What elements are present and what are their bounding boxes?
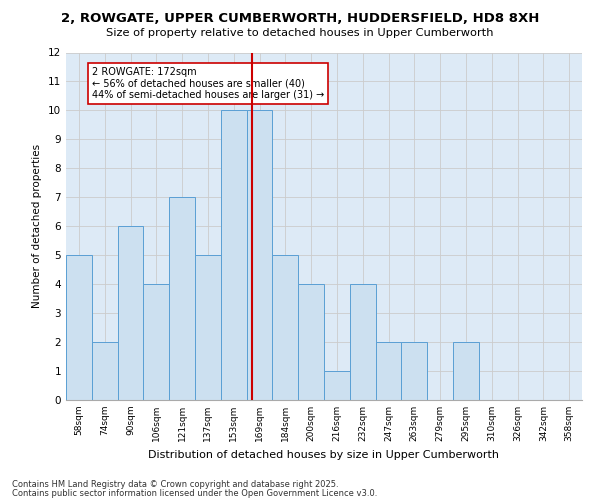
Bar — [272, 255, 298, 400]
Bar — [453, 342, 479, 400]
Bar — [143, 284, 169, 400]
Bar — [401, 342, 427, 400]
Bar — [247, 110, 272, 400]
Y-axis label: Number of detached properties: Number of detached properties — [32, 144, 43, 308]
Bar — [195, 255, 221, 400]
Bar — [92, 342, 118, 400]
Bar — [298, 284, 324, 400]
Text: Contains public sector information licensed under the Open Government Licence v3: Contains public sector information licen… — [12, 488, 377, 498]
Text: 2 ROWGATE: 172sqm
← 56% of detached houses are smaller (40)
44% of semi-detached: 2 ROWGATE: 172sqm ← 56% of detached hous… — [92, 67, 324, 100]
Text: Size of property relative to detached houses in Upper Cumberworth: Size of property relative to detached ho… — [106, 28, 494, 38]
Bar — [66, 255, 92, 400]
Bar — [350, 284, 376, 400]
Bar — [324, 371, 350, 400]
X-axis label: Distribution of detached houses by size in Upper Cumberworth: Distribution of detached houses by size … — [149, 450, 499, 460]
Text: Contains HM Land Registry data © Crown copyright and database right 2025.: Contains HM Land Registry data © Crown c… — [12, 480, 338, 489]
Bar — [376, 342, 401, 400]
Bar — [118, 226, 143, 400]
Bar — [221, 110, 247, 400]
Bar — [169, 198, 195, 400]
Text: 2, ROWGATE, UPPER CUMBERWORTH, HUDDERSFIELD, HD8 8XH: 2, ROWGATE, UPPER CUMBERWORTH, HUDDERSFI… — [61, 12, 539, 26]
